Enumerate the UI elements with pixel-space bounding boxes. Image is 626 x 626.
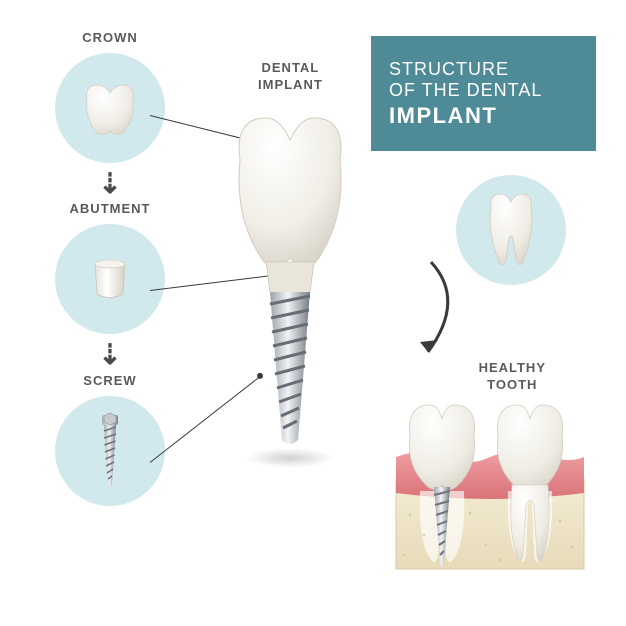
infographic-canvas: STRUCTURE OF THE DENTAL IMPLANT CROWN ⇣ … [0, 0, 626, 626]
arrow-down-icon: ⇣ [98, 173, 121, 195]
tooth-icon [483, 190, 539, 270]
arrow-down-icon: ⇣ [98, 344, 121, 366]
center-implant-illustration [220, 110, 360, 450]
gum-section-svg [390, 395, 590, 575]
abutment-icon [85, 256, 135, 302]
healthy-teeth-illustration [390, 395, 590, 575]
center-label-line-1: DENTAL [262, 60, 320, 75]
title-line-3: IMPLANT [389, 103, 578, 129]
crown-icon [79, 79, 141, 137]
healthy-label-line-2: TOOTH [487, 377, 537, 392]
screw-icon [90, 411, 130, 491]
parts-column: CROWN ⇣ ABUTMENT [40, 30, 180, 516]
implant-shadow [245, 448, 335, 468]
healthy-tooth-label: HEALTHY TOOTH [479, 360, 546, 394]
center-label-line-2: IMPLANT [258, 77, 323, 92]
screw-circle [55, 396, 165, 506]
title-line-1: STRUCTURE [389, 59, 578, 80]
crown-label: CROWN [82, 30, 138, 45]
abutment-label: ABUTMENT [70, 201, 151, 216]
center-implant-label: DENTAL IMPLANT [258, 60, 323, 94]
title-box: STRUCTURE OF THE DENTAL IMPLANT [371, 36, 596, 151]
crown-circle [55, 53, 165, 163]
curved-arrow-icon [356, 250, 476, 370]
healthy-label-line-1: HEALTHY [479, 360, 546, 375]
screw-label: SCREW [83, 373, 136, 388]
title-line-2: OF THE DENTAL [389, 80, 578, 101]
abutment-circle [55, 224, 165, 334]
implant-svg [220, 110, 360, 450]
